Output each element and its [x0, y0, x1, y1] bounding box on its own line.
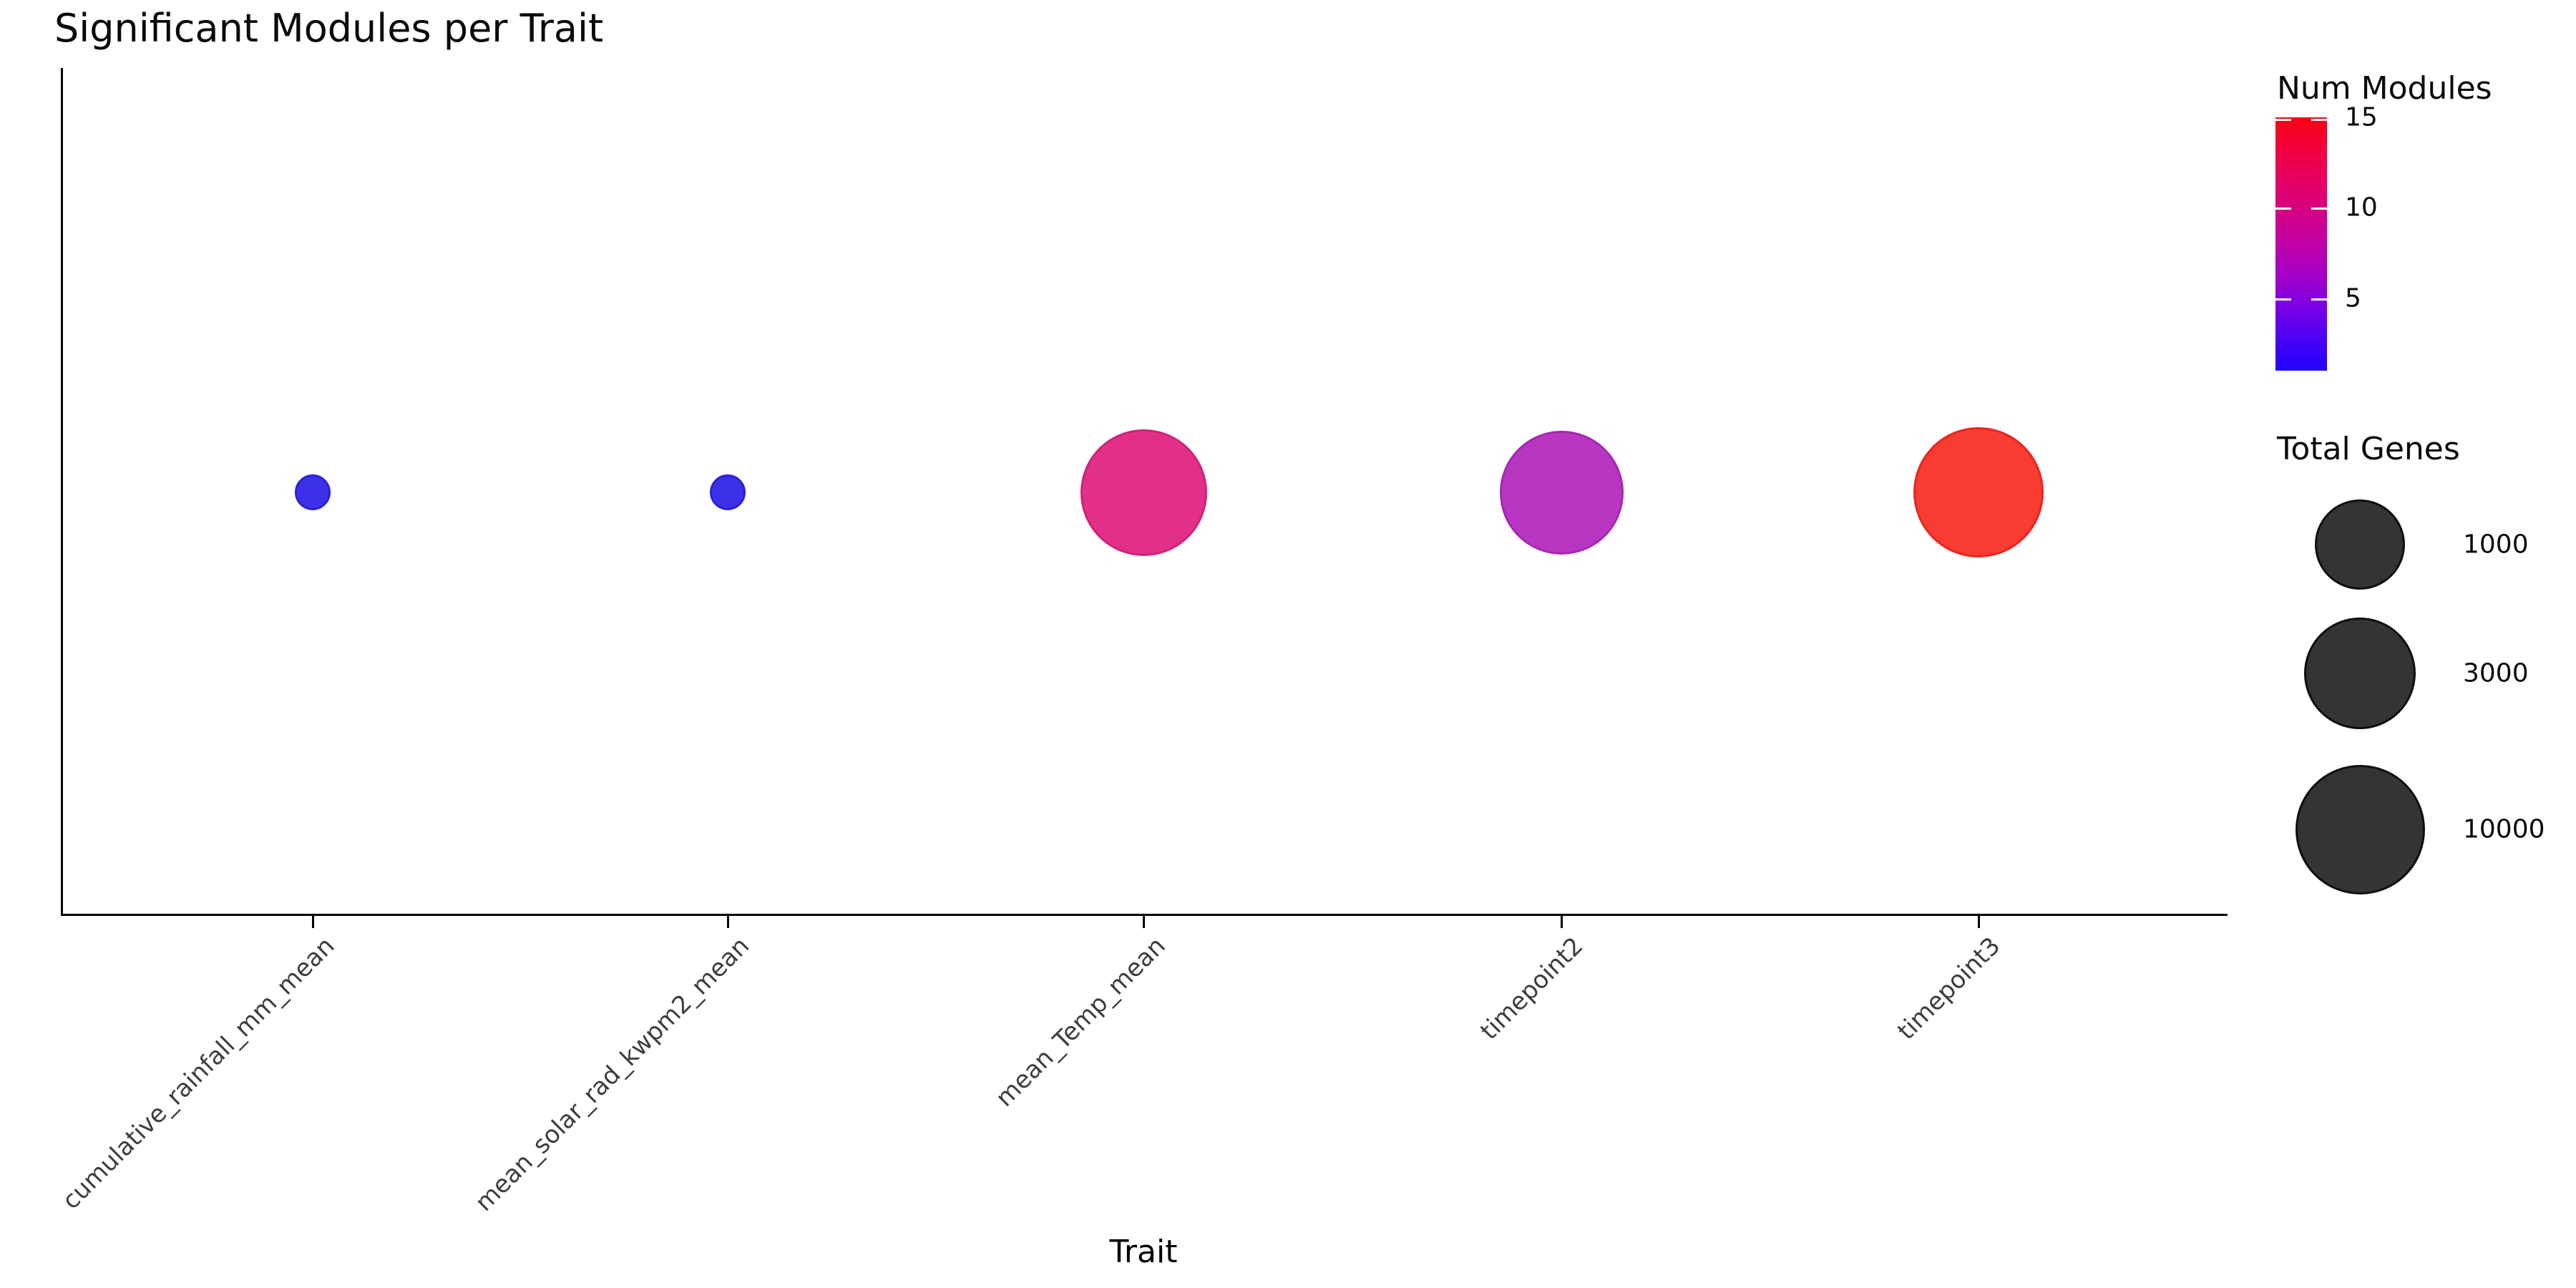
bubble	[1913, 427, 2044, 557]
bubble	[710, 474, 746, 510]
chart-title: Significant Modules per Trait	[54, 6, 604, 51]
size-legend-label: 1000	[2463, 530, 2529, 560]
bubble	[1080, 429, 1207, 556]
size-legend-label: 3000	[2463, 658, 2529, 688]
x-tick-label: mean_solar_rad_kwpm2_mean	[469, 932, 756, 1217]
x-tick-label: timepoint2	[1475, 932, 1589, 1046]
y-axis-line	[61, 68, 63, 915]
colorbar-tick-label: 10	[2345, 192, 2378, 223]
size-legend-circle	[2304, 618, 2416, 729]
colorbar-tick-mark	[2311, 298, 2327, 301]
x-tick-label: mean_Temp_mean	[990, 932, 1171, 1113]
colorbar-tick-mark	[2311, 208, 2327, 210]
colorbar-tick-mark	[2275, 119, 2291, 121]
colorbar-tick-label: 5	[2345, 283, 2361, 313]
x-tick-label: timepoint3	[1892, 932, 2006, 1046]
colorbar-tick-mark	[2311, 119, 2327, 121]
x-tick-mark	[1561, 916, 1563, 928]
colorbar-tick-mark	[2275, 208, 2291, 210]
x-tick-mark	[312, 916, 314, 928]
x-tick-label: cumulative_rainfall_mm_mean	[57, 932, 341, 1216]
colorbar-tick-label: 15	[2345, 102, 2378, 132]
size-legend-circle	[2315, 499, 2405, 590]
bubble	[1499, 430, 1624, 555]
bubble	[295, 474, 331, 510]
colorbar-title: Num Modules	[2277, 70, 2492, 107]
colorbar-gradient	[2275, 117, 2327, 371]
x-axis-line	[61, 914, 2228, 916]
x-axis-title: Trait	[1109, 1234, 1178, 1270]
size-legend-title: Total Genes	[2277, 431, 2460, 467]
x-tick-mark	[1143, 916, 1145, 928]
colorbar-tick-mark	[2275, 298, 2291, 301]
size-legend-circle	[2295, 764, 2425, 894]
x-tick-mark	[1978, 916, 1980, 928]
x-tick-mark	[727, 916, 729, 928]
size-legend-label: 10000	[2463, 814, 2545, 844]
